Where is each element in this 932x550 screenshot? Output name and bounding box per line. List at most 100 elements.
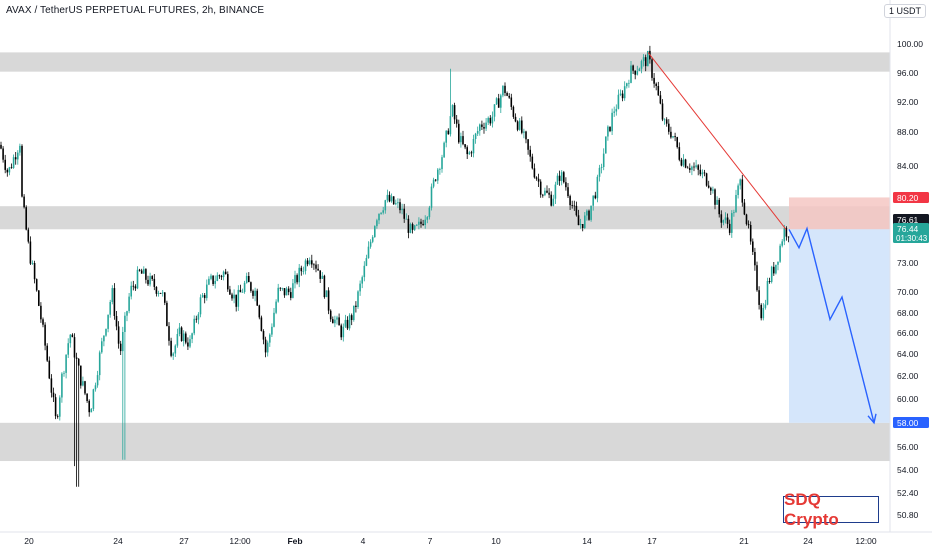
candle-body [77,358,80,366]
candle [237,285,240,311]
candle-body [63,372,65,374]
countdown-text: 01:30:43 [896,234,928,243]
candle [113,283,116,320]
candle [306,258,309,267]
candle-body [521,120,523,133]
candle-body [617,94,620,109]
candle-body [313,264,315,266]
candle-body [493,104,496,117]
candle [600,163,603,174]
candle-body [416,224,418,226]
candle-body [479,124,481,131]
candle [88,399,90,417]
candle [19,143,21,156]
candle [724,212,727,224]
candle-body [384,200,387,211]
currency-badge[interactable]: 1 USDT [883,4,926,18]
candle [447,128,450,135]
candle-body [495,98,498,105]
candle-body [195,318,198,320]
candle-body [487,117,489,123]
candle [657,81,660,96]
candle-body [369,241,372,247]
candle [737,183,739,199]
candle [75,352,78,487]
candle [546,185,548,194]
candle-body [90,408,93,413]
candle [678,142,681,162]
candle [25,205,27,231]
candle-body [550,194,552,206]
candle-body [287,288,290,293]
candle-body [586,210,588,216]
candle-body [206,284,208,299]
candle-body [138,269,141,271]
candle [623,81,626,101]
candle [416,224,418,227]
candle [766,277,769,306]
candle-body [52,392,55,398]
candle-body [325,290,328,297]
drawing-lines [647,52,877,425]
time-tick-label: 21 [739,536,749,546]
candle-body [353,305,355,320]
candle-body [634,70,636,75]
candle [302,266,305,275]
candle [563,170,565,184]
candle [115,311,118,331]
candle [726,213,729,229]
candle-body [254,290,256,296]
candle [584,212,586,230]
candle [159,292,162,294]
candle-body [109,302,111,315]
candle [241,288,244,293]
candle [256,288,258,306]
candle-body [441,157,443,170]
projection-path[interactable] [788,226,875,423]
candle [575,201,578,217]
price-label-text: 76.44 [897,224,919,234]
candle-body [321,275,324,279]
candle-body [164,292,166,303]
candle-body [663,119,666,121]
candle [497,93,500,108]
risk-reward-box[interactable] [789,197,890,423]
candle [239,284,242,293]
candle-body [376,220,378,227]
candle-body [319,270,321,279]
time-tick-label: 14 [582,536,592,546]
descending-trendline[interactable] [647,52,787,230]
candle [770,265,773,284]
stop-loss-zone[interactable] [789,197,890,230]
candle-body [262,331,265,340]
candle [571,200,573,209]
candle [348,313,351,331]
candle-body [552,198,555,206]
candle [697,164,699,176]
price-axis[interactable]: 100.00 96.00 92.00 88.00 84.00 73.00 70.00 68.0… [897,39,923,520]
candle [787,236,790,243]
candle-body [720,214,723,223]
candle [170,337,172,358]
candle [510,93,513,110]
candle [166,300,168,327]
candle [535,176,538,181]
candle [4,154,6,174]
candle-body [674,136,676,138]
candle [695,159,697,169]
candle [319,270,321,283]
candle [82,376,84,387]
candle [502,85,504,98]
candle-body [485,122,487,129]
take-profit-zone[interactable] [789,229,890,423]
candle [487,116,489,125]
time-axis[interactable]: 20 24 27 12:00 Feb 4 7 10 14 17 21 24 12:00 [24,536,877,546]
candle [138,268,141,272]
candle [401,203,403,215]
candle [199,294,202,318]
candle [35,278,38,292]
candle [682,154,685,168]
candle [485,118,487,131]
candle [273,308,275,328]
